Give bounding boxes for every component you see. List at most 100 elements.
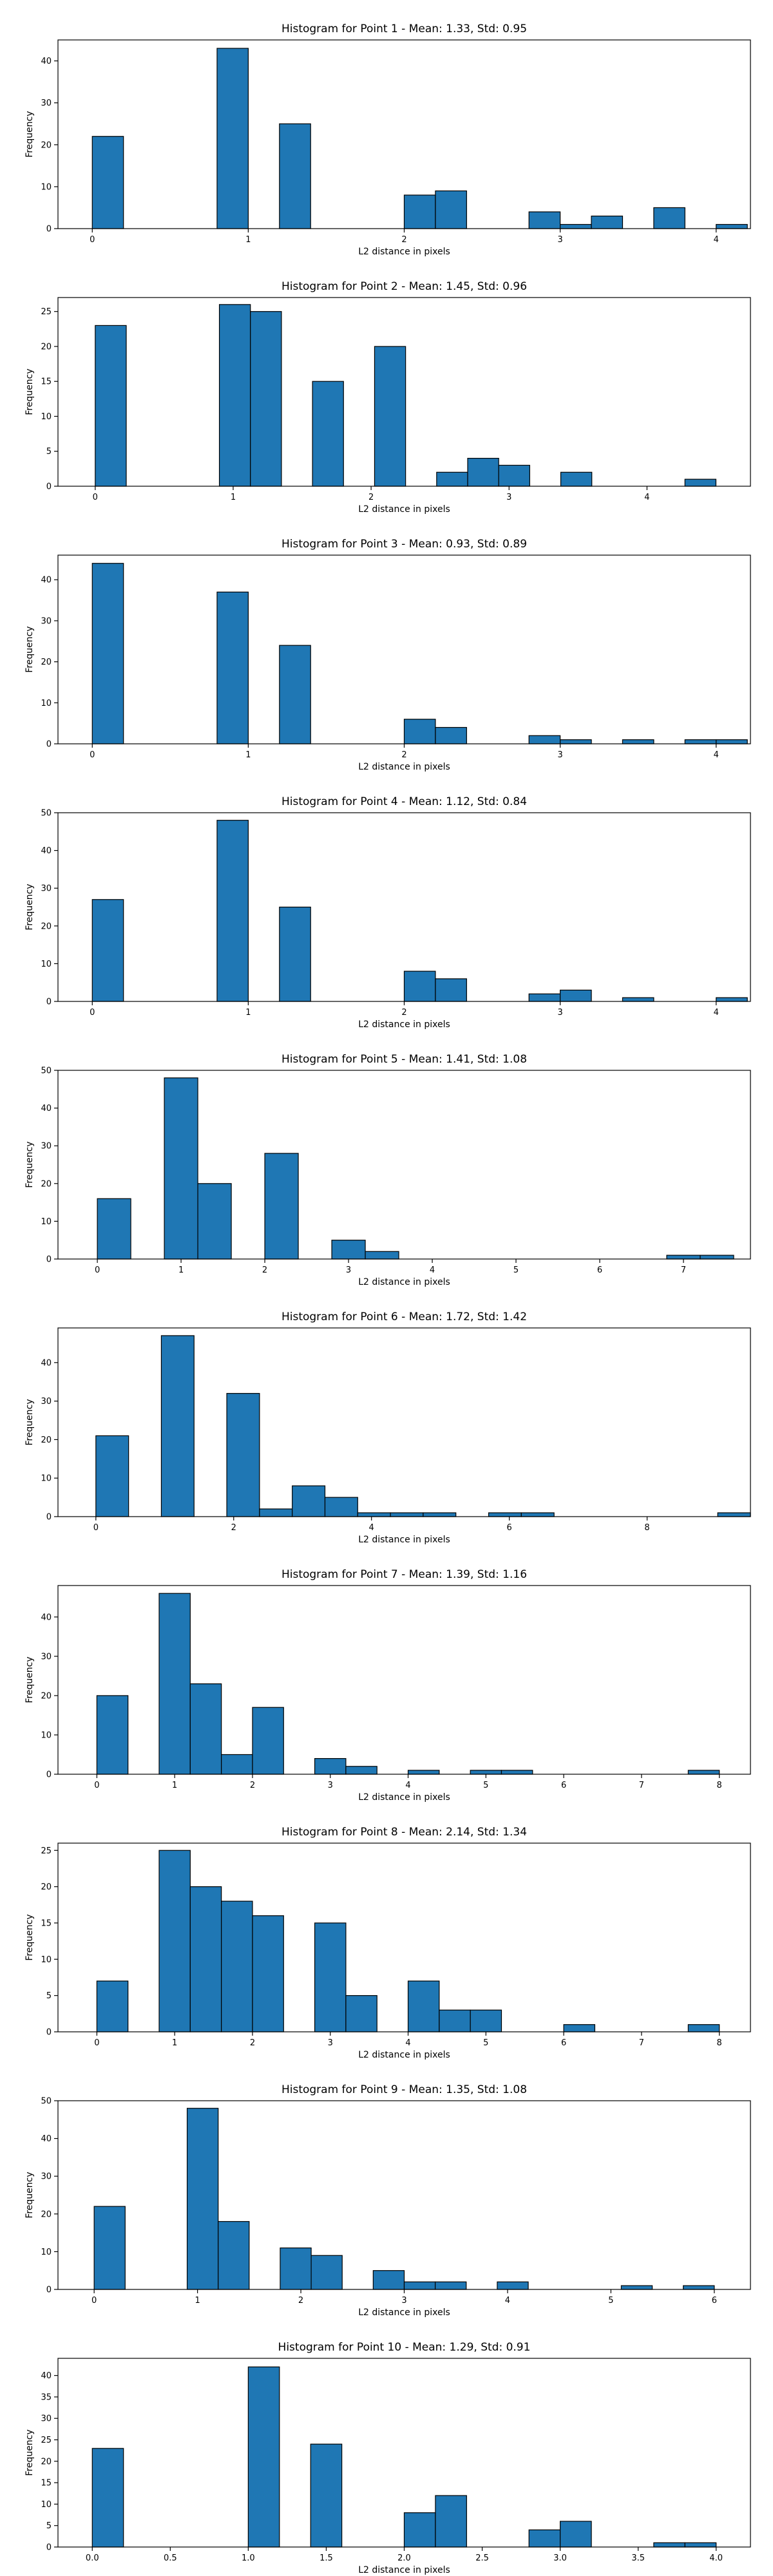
x-tick-label: 4 [430, 1265, 435, 1275]
histogram-bar [439, 2009, 471, 2032]
x-tick-label: 6 [561, 1781, 566, 1790]
histogram-bar [684, 478, 717, 487]
x-tick-label: 2 [250, 2038, 255, 2048]
y-axis-label: Frequency [24, 368, 35, 415]
y-tick-label: 20 [41, 658, 52, 667]
x-tick-label: 0 [95, 1265, 100, 1275]
histogram-bar [96, 1695, 129, 1775]
histogram-bar [684, 2542, 717, 2548]
x-tick-label: 0 [91, 2296, 97, 2306]
x-tick-label: 0 [94, 2038, 99, 2048]
x-tick-label: 1 [195, 2296, 200, 2306]
histogram-bar [528, 2529, 561, 2548]
histogram-bar [91, 899, 124, 1002]
x-axis-label: L2 distance in pixels [358, 762, 450, 772]
x-tick-label: 4 [714, 235, 719, 245]
chart-title: Histogram for Point 7 - Mean: 1.39, Std:… [282, 1568, 527, 1581]
x-axis-label: L2 distance in pixels [358, 1019, 450, 1029]
x-tick-label: 7 [681, 1265, 686, 1275]
plot-frame [57, 1327, 751, 1517]
y-axis-label: Frequency [24, 884, 35, 930]
histogram-bar [189, 1683, 222, 1775]
histogram-bar [164, 1077, 198, 1260]
histogram-bar [390, 1512, 424, 1517]
y-tick-label: 20 [41, 1435, 52, 1445]
histogram-bar [357, 1512, 391, 1517]
x-tick-label: 8 [717, 1781, 722, 1790]
histogram-bar [716, 739, 748, 744]
histogram-bar [560, 471, 593, 487]
x-tick-label: 0 [93, 493, 98, 502]
x-tick-label: 8 [644, 1523, 649, 1533]
x-tick-label: 0 [90, 750, 95, 760]
histogram-bar [310, 2255, 343, 2290]
chart-title: Histogram for Point 3 - Mean: 0.93, Std:… [282, 538, 527, 551]
y-tick-label: 0 [46, 225, 52, 234]
histogram-bar [186, 2108, 219, 2290]
y-tick-label: 10 [41, 1730, 52, 1740]
x-tick-label: 5 [608, 2296, 613, 2306]
x-tick-label: 2 [368, 493, 374, 502]
histogram-bar [216, 820, 249, 1002]
histogram-bar [216, 48, 249, 229]
chart-title: Histogram for Point 9 - Mean: 1.35, Std:… [282, 2083, 527, 2096]
histogram-bar [314, 1922, 347, 2032]
histogram-bar [700, 1255, 734, 1260]
chart-title: Histogram for Point 5 - Mean: 1.41, Std:… [282, 1053, 527, 1066]
histogram-chart-1: Histogram for Point 1 - Mean: 1.33, Std:… [24, 23, 751, 256]
histogram-bar [331, 1240, 366, 1260]
histogram-bar [470, 1770, 502, 1775]
histogram-bar [563, 2024, 596, 2032]
histogram-bar [218, 304, 251, 487]
x-tick-label: 0.0 [86, 2553, 99, 2563]
y-tick-label: 0 [46, 2286, 52, 2295]
y-tick-label: 0 [46, 1255, 52, 1265]
y-tick-label: 30 [41, 2414, 52, 2424]
x-tick-label: 4 [405, 1781, 410, 1790]
histogram-bar [279, 645, 311, 744]
x-tick-label: 1 [172, 2038, 177, 2048]
chart-title: Histogram for Point 6 - Mean: 1.72, Std:… [282, 1311, 527, 1323]
x-tick-label: 3 [506, 493, 511, 502]
x-tick-label: 0 [90, 1008, 95, 1018]
histogram-bar [279, 906, 311, 1002]
y-axis-label: Frequency [24, 1141, 35, 1188]
x-tick-label: 2.5 [475, 2553, 489, 2563]
histogram-bar [560, 223, 592, 229]
y-tick-label: 35 [41, 2392, 52, 2402]
y-tick-label: 20 [41, 342, 52, 352]
histogram-bar [250, 311, 282, 487]
histogram-bar [687, 2024, 720, 2032]
histogram-bar [520, 1512, 555, 1517]
histogram-bar [221, 1754, 253, 1775]
x-tick-label: 2 [250, 1781, 255, 1790]
x-tick-label: 1.5 [320, 2553, 333, 2563]
histogram-bar [501, 1770, 533, 1775]
histogram-bar [498, 464, 530, 487]
x-tick-label: 2 [401, 235, 406, 245]
chart-title: Histogram for Point 2 - Mean: 1.45, Std:… [282, 280, 527, 293]
histogram-bar [93, 2206, 126, 2290]
x-tick-label: 5 [483, 1781, 488, 1790]
y-axis-label: Frequency [24, 111, 35, 157]
x-tick-label: 2 [401, 1008, 406, 1018]
histogram-bar [221, 1900, 253, 2032]
y-tick-label: 25 [41, 1846, 52, 1856]
histogram-chart-10: Histogram for Point 10 - Mean: 1.29, Std… [24, 2341, 751, 2575]
y-tick-label: 15 [41, 2479, 52, 2488]
x-tick-label: 6 [561, 2038, 566, 2048]
histogram-bar [683, 2285, 715, 2290]
y-tick-label: 20 [41, 140, 52, 150]
y-tick-label: 25 [41, 2436, 52, 2445]
y-tick-label: 0 [46, 1770, 52, 1780]
x-axis-label: L2 distance in pixels [358, 504, 450, 514]
histogram-bar [528, 993, 561, 1002]
histogram-bar [95, 1435, 129, 1517]
x-axis-label: L2 distance in pixels [358, 1277, 450, 1287]
x-axis-label: L2 distance in pixels [358, 1792, 450, 1802]
plot-frame [57, 2100, 751, 2290]
y-tick-label: 30 [41, 1397, 52, 1406]
histogram-bar [252, 1707, 284, 1775]
histogram-bar [226, 1393, 260, 1517]
